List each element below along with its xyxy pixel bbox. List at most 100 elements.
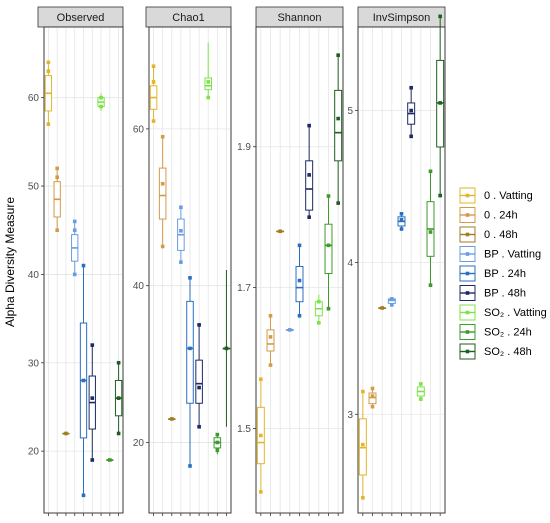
box-iqr xyxy=(324,223,333,275)
legend-label: 0 . Vatting xyxy=(484,190,533,202)
data-point xyxy=(46,69,51,73)
legend-label: BP . Vatting xyxy=(484,249,541,261)
legend-label: BP . 48h xyxy=(484,288,526,300)
legend-item: SO₂ . 24h xyxy=(459,324,532,340)
box-bp-24h xyxy=(397,212,406,231)
data-point xyxy=(108,458,112,462)
data-point xyxy=(297,243,302,248)
data-point xyxy=(81,493,86,498)
data-point xyxy=(370,386,375,391)
box-so-48h xyxy=(334,53,343,205)
box-so-24h xyxy=(106,458,114,462)
data-point xyxy=(438,193,442,198)
data-point xyxy=(64,431,68,436)
data-point xyxy=(116,396,121,400)
data-point xyxy=(188,276,192,280)
data-point xyxy=(399,227,404,231)
strip-label: Chao1 xyxy=(172,12,204,24)
plot-border xyxy=(357,26,446,514)
data-point xyxy=(409,108,413,113)
data-point xyxy=(268,363,273,367)
data-point xyxy=(206,80,211,84)
box-0-vatting xyxy=(149,64,158,123)
plot-border xyxy=(148,26,232,514)
data-point xyxy=(259,490,263,494)
legend-key-point xyxy=(465,349,470,354)
data-point xyxy=(361,496,365,500)
y-tick-label: 4 xyxy=(347,258,353,269)
legend-label: SO₂ . 48h xyxy=(484,346,532,358)
data-point xyxy=(55,228,59,233)
data-point xyxy=(215,432,220,437)
box-bp-vatting xyxy=(285,328,294,332)
y-tick-label: 30 xyxy=(28,358,40,369)
box-bp-24h xyxy=(186,276,194,468)
data-point xyxy=(197,385,201,390)
legend-key-point xyxy=(465,310,470,315)
box-0-vatting xyxy=(358,389,367,500)
data-point xyxy=(55,175,59,180)
box-iqr xyxy=(266,329,275,352)
data-point xyxy=(160,181,165,186)
data-point xyxy=(288,328,292,332)
legend-label: BP . 24h xyxy=(484,268,526,280)
data-point xyxy=(197,323,201,327)
plot-border xyxy=(255,26,344,514)
y-axis-label: Alpha Diversity Measure xyxy=(3,197,17,327)
legend-key-point xyxy=(465,213,470,217)
box-0-48h xyxy=(62,431,70,436)
y-tick-label: 1.5 xyxy=(237,424,251,435)
legend-key-point xyxy=(465,291,470,295)
box-so-24h xyxy=(324,194,333,311)
box-iqr xyxy=(334,89,343,162)
data-point xyxy=(336,116,340,121)
data-point xyxy=(361,389,365,394)
box-bp-48h xyxy=(195,323,203,429)
data-point xyxy=(160,134,165,139)
box-so-48h xyxy=(222,270,231,427)
data-point xyxy=(380,306,384,310)
box-so-48h xyxy=(436,14,445,198)
y-tick-label: 20 xyxy=(133,438,145,449)
data-point xyxy=(438,14,442,19)
plot-border xyxy=(43,26,124,514)
y-tick-label: 1.7 xyxy=(237,283,251,294)
legend-item: BP . 48h xyxy=(459,285,526,301)
data-point xyxy=(116,431,121,436)
box-iqr xyxy=(186,300,194,404)
legend-label: 0 . 48h xyxy=(484,229,518,241)
box-iqr xyxy=(295,265,304,303)
data-point xyxy=(90,396,95,400)
y-tick-label: 40 xyxy=(133,281,145,292)
data-point xyxy=(188,346,192,351)
legend-key-point xyxy=(465,193,470,198)
data-point xyxy=(438,101,442,105)
y-tick-label: 40 xyxy=(28,270,40,281)
legend-key-point xyxy=(465,232,470,237)
data-point xyxy=(90,343,95,347)
y-tick-label: 20 xyxy=(28,447,40,458)
data-point xyxy=(361,442,365,447)
data-point xyxy=(370,404,375,409)
data-point xyxy=(160,244,165,249)
data-point xyxy=(116,360,121,365)
box-bp-48h xyxy=(305,123,314,219)
data-point xyxy=(99,95,103,100)
legend-label: SO₂ . Vatting xyxy=(484,307,547,319)
box-0-48h xyxy=(276,229,285,234)
data-point xyxy=(72,228,77,233)
data-point xyxy=(278,229,282,234)
strip-label: Shannon xyxy=(277,12,321,24)
data-point xyxy=(81,263,86,268)
data-point xyxy=(428,169,433,174)
data-point xyxy=(419,382,423,386)
box-iqr xyxy=(158,167,167,220)
box-iqr xyxy=(305,160,314,211)
data-point xyxy=(428,283,433,287)
data-point xyxy=(428,230,433,234)
box-0-vatting xyxy=(44,60,53,126)
box-0-48h xyxy=(378,306,387,310)
legend-item: 0 . Vatting xyxy=(459,187,533,204)
data-point xyxy=(46,122,51,126)
legend-item: SO₂ . 48h xyxy=(459,343,532,360)
